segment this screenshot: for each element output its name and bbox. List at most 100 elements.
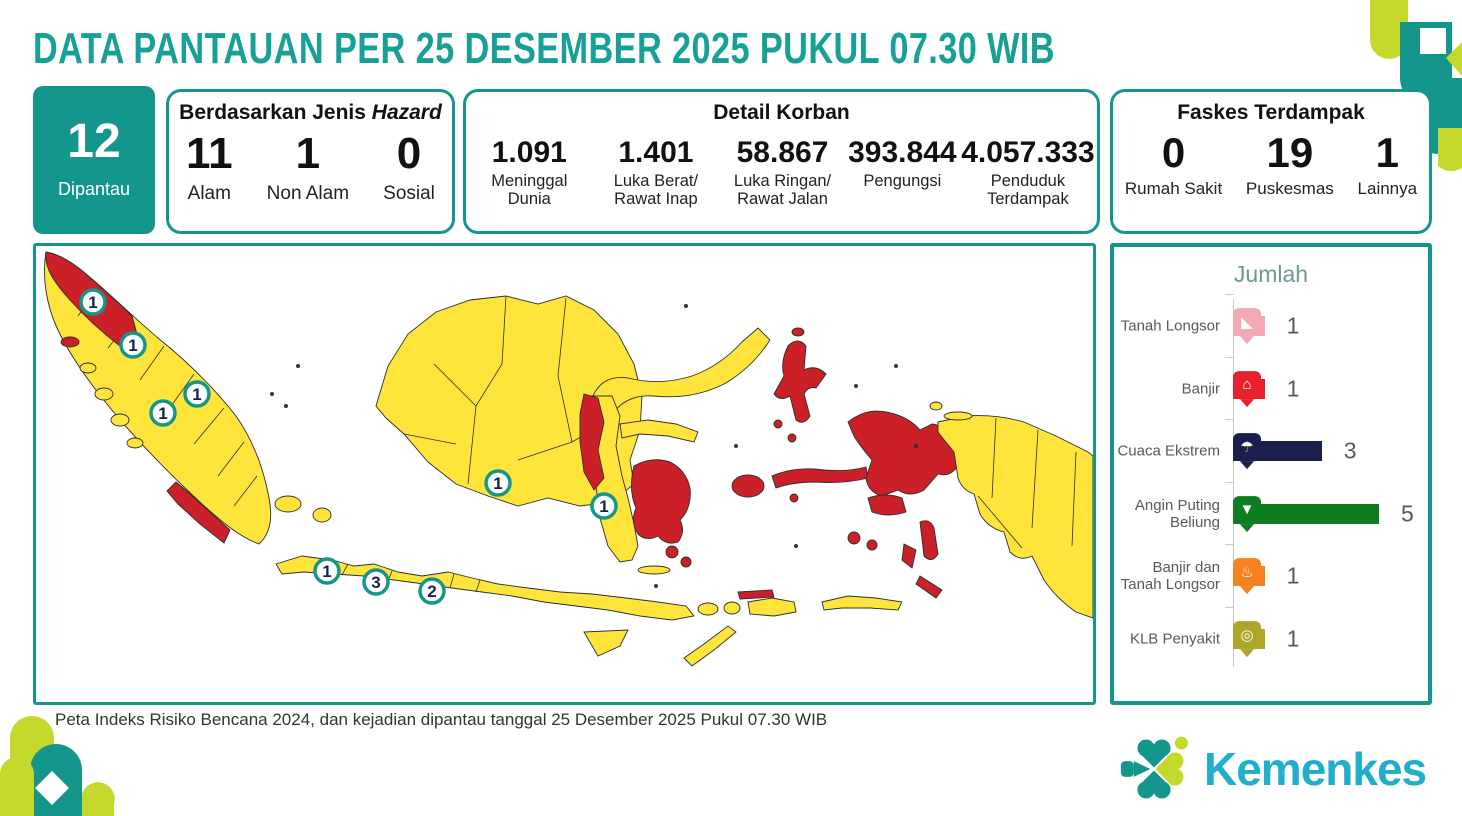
axis-tick xyxy=(1225,419,1234,420)
corner-decoration-top-right xyxy=(1370,0,1462,172)
kemenkes-logo: Kemenkes xyxy=(1118,733,1427,805)
pin-pointer xyxy=(1240,523,1254,532)
map-event-marker: 3 xyxy=(362,568,390,596)
victim-stat-label: Meninggal Dunia xyxy=(491,171,568,208)
flood-pin-icon: ⌂ xyxy=(1233,370,1261,407)
hazard-stat: 11 Alam xyxy=(186,129,233,205)
affected-facilities-card: Faskes Terdampak 0 Rumah Sakit 19 Puskesmas… xyxy=(1110,89,1432,234)
hazard-type-title: Berdasarkan Jenis Hazard xyxy=(169,101,452,125)
victim-stat: 1.401 Luka Berat/ Rawat Inap xyxy=(595,131,717,208)
chart-bar xyxy=(1233,503,1379,524)
victim-stat-label: Penduduk Terdampak xyxy=(987,171,1069,208)
chart-row-angin-puting-beliung: Angin Puting Beliung ▼ 5 xyxy=(1114,481,1428,545)
axis-tick xyxy=(1225,356,1234,358)
facility-stat-label: Rumah Sakit xyxy=(1124,179,1223,199)
chart-row-banjir: Banjir ⌂ 1 xyxy=(1114,356,1428,420)
victim-stat: 4.057.333 Penduduk Terdampak xyxy=(961,131,1094,208)
svg-text:1: 1 xyxy=(322,562,331,581)
pin-glyph: ⌂ xyxy=(1242,376,1252,394)
facility-stat-value: 0 xyxy=(1161,129,1186,176)
victim-stat-value: 1.401 xyxy=(618,136,694,169)
facility-stat: 1 Lainnya xyxy=(1357,129,1418,199)
chart-category-label: Cuaca Ekstrem xyxy=(1117,442,1220,460)
chart-category-label: Banjir dan Tanah Longsor xyxy=(1120,558,1220,593)
indonesia-risk-map-panel: 1 1 1 1 1 1 1 3 2 xyxy=(33,243,1096,705)
victim-stat: 1.091 Meninggal Dunia xyxy=(468,131,590,208)
disease-outbreak-pin-icon: ◎ xyxy=(1233,620,1261,657)
victim-stat-value: 393.844 xyxy=(848,136,957,169)
victim-detail-title: Detail Korban xyxy=(713,101,850,124)
monitored-count-label: Dipantau xyxy=(57,179,131,199)
hazard-stat-value: 11 xyxy=(186,129,233,178)
hazard-stat: 1 Non Alam xyxy=(266,130,350,205)
pin-glyph: ▼ xyxy=(1239,501,1255,519)
map-event-marker: 1 xyxy=(590,492,618,520)
pin-glyph: ◎ xyxy=(1240,626,1254,644)
chart-category-label: Tanah Longsor xyxy=(1120,317,1220,335)
facility-stat: 0 Rumah Sakit xyxy=(1124,129,1223,199)
axis-tick xyxy=(1225,544,1234,545)
chart-row-tanah-longsor: Tanah Longsor ◣ 1 xyxy=(1114,294,1428,357)
facility-stat-value: 1 xyxy=(1375,129,1399,176)
svg-text:1: 1 xyxy=(88,293,97,312)
pin-pointer xyxy=(1240,336,1254,345)
svg-text:1: 1 xyxy=(158,404,167,423)
tornado-pin-icon: ▼ xyxy=(1233,495,1261,532)
svg-text:1: 1 xyxy=(493,474,502,493)
victim-detail-stats: 1.091 Meninggal Dunia 1.401 Luka Berat/ Raw… xyxy=(466,131,1097,208)
svg-text:3: 3 xyxy=(371,573,380,592)
monitored-count-card: 12 Dipantau xyxy=(33,86,155,234)
victim-stat: 393.844 Pengungsi xyxy=(848,131,956,190)
pin-glyph: ◣ xyxy=(1241,314,1253,332)
chart-value-label: 1 xyxy=(1286,312,1300,339)
incident-count-chart-panel: Jumlah Tanah Longsor ◣ 1 Banjir ⌂ 1 Cuaca Ekst… xyxy=(1110,243,1432,705)
facility-stat-value: 19 xyxy=(1266,129,1314,176)
hazard-stat-value: 0 xyxy=(396,129,422,178)
chart-category-label: Banjir xyxy=(1181,379,1220,397)
map-event-marker: 1 xyxy=(79,288,107,316)
hazard-stat: 0 Sosial xyxy=(383,129,435,205)
chart-category-label: KLB Penyakit xyxy=(1129,629,1220,647)
map-caption: Peta Indeks Risiko Bencana 2024, dan kej… xyxy=(55,710,828,729)
pin-pointer xyxy=(1240,648,1254,657)
facility-stat-label: Puskesmas xyxy=(1245,179,1334,199)
victim-detail-card: Detail Korban 1.091 Meninggal Dunia 1.401 L… xyxy=(463,89,1100,234)
landslide-pin-icon: ◣ xyxy=(1233,308,1261,345)
victim-stat-label: Luka Ringan/ Rawat Jalan xyxy=(733,171,832,208)
affected-facilities-stats: 0 Rumah Sakit 19 Puskesmas 1 Lainnya xyxy=(1113,129,1429,199)
map-event-marker: 2 xyxy=(418,577,446,605)
map-event-marker: 1 xyxy=(183,380,211,408)
chart-category-label: Angin Puting Beliung xyxy=(1134,496,1220,531)
hazard-type-stats: 11 Alam 1 Non Alam 0 Sosial xyxy=(169,129,452,205)
chart-row-cuaca-ekstrem: Cuaca Ekstrem ☂ 3 xyxy=(1114,419,1428,482)
hazard-type-card: Berdasarkan Jenis Hazard 11 Alam 1 Non Alam… xyxy=(166,89,455,234)
pin-pointer xyxy=(1240,398,1254,407)
facility-stat: 19 Puskesmas xyxy=(1245,129,1334,199)
monitored-count-value: 12 xyxy=(67,115,121,168)
page-title: DATA PANTAUAN PER 25 DESEMBER 2025 PUKUL… xyxy=(33,24,1055,73)
chart-value-label: 1 xyxy=(1286,625,1300,651)
chart-row-klb-penyakit: KLB Penyakit ◎ 1 xyxy=(1114,606,1428,670)
axis-tick xyxy=(1225,294,1234,295)
extreme-weather-pin-icon: ☂ xyxy=(1233,433,1261,470)
victim-stat-value: 4.057.333 xyxy=(961,136,1095,169)
chart-value-label: 1 xyxy=(1286,562,1300,589)
pin-glyph: ♨ xyxy=(1240,564,1254,582)
chart-value-label: 3 xyxy=(1343,437,1357,464)
victim-stat: 58.867 Luka Ringan/ Rawat Jalan xyxy=(722,131,844,208)
map-event-marker: 1 xyxy=(313,557,341,585)
facility-stat-label: Lainnya xyxy=(1357,179,1418,199)
pin-glyph: ☂ xyxy=(1240,439,1254,457)
hazard-stat-label: Non Alam xyxy=(266,183,350,205)
kemenkes-logo-text: Kemenkes xyxy=(1204,743,1427,795)
victim-stat-value: 58.867 xyxy=(736,136,829,169)
hazard-stat-label: Alam xyxy=(187,183,231,205)
victim-stat-label: Pengungsi xyxy=(863,171,942,190)
hazard-title-regular: Berdasarkan Jenis xyxy=(179,101,372,124)
map-event-marker: 1 xyxy=(149,399,177,427)
victim-stat-value: 1.091 xyxy=(491,136,567,169)
svg-text:1: 1 xyxy=(192,385,201,404)
affected-facilities-title: Faskes Terdampak xyxy=(1177,101,1365,124)
hazard-stat-label: Sosial xyxy=(383,183,435,205)
